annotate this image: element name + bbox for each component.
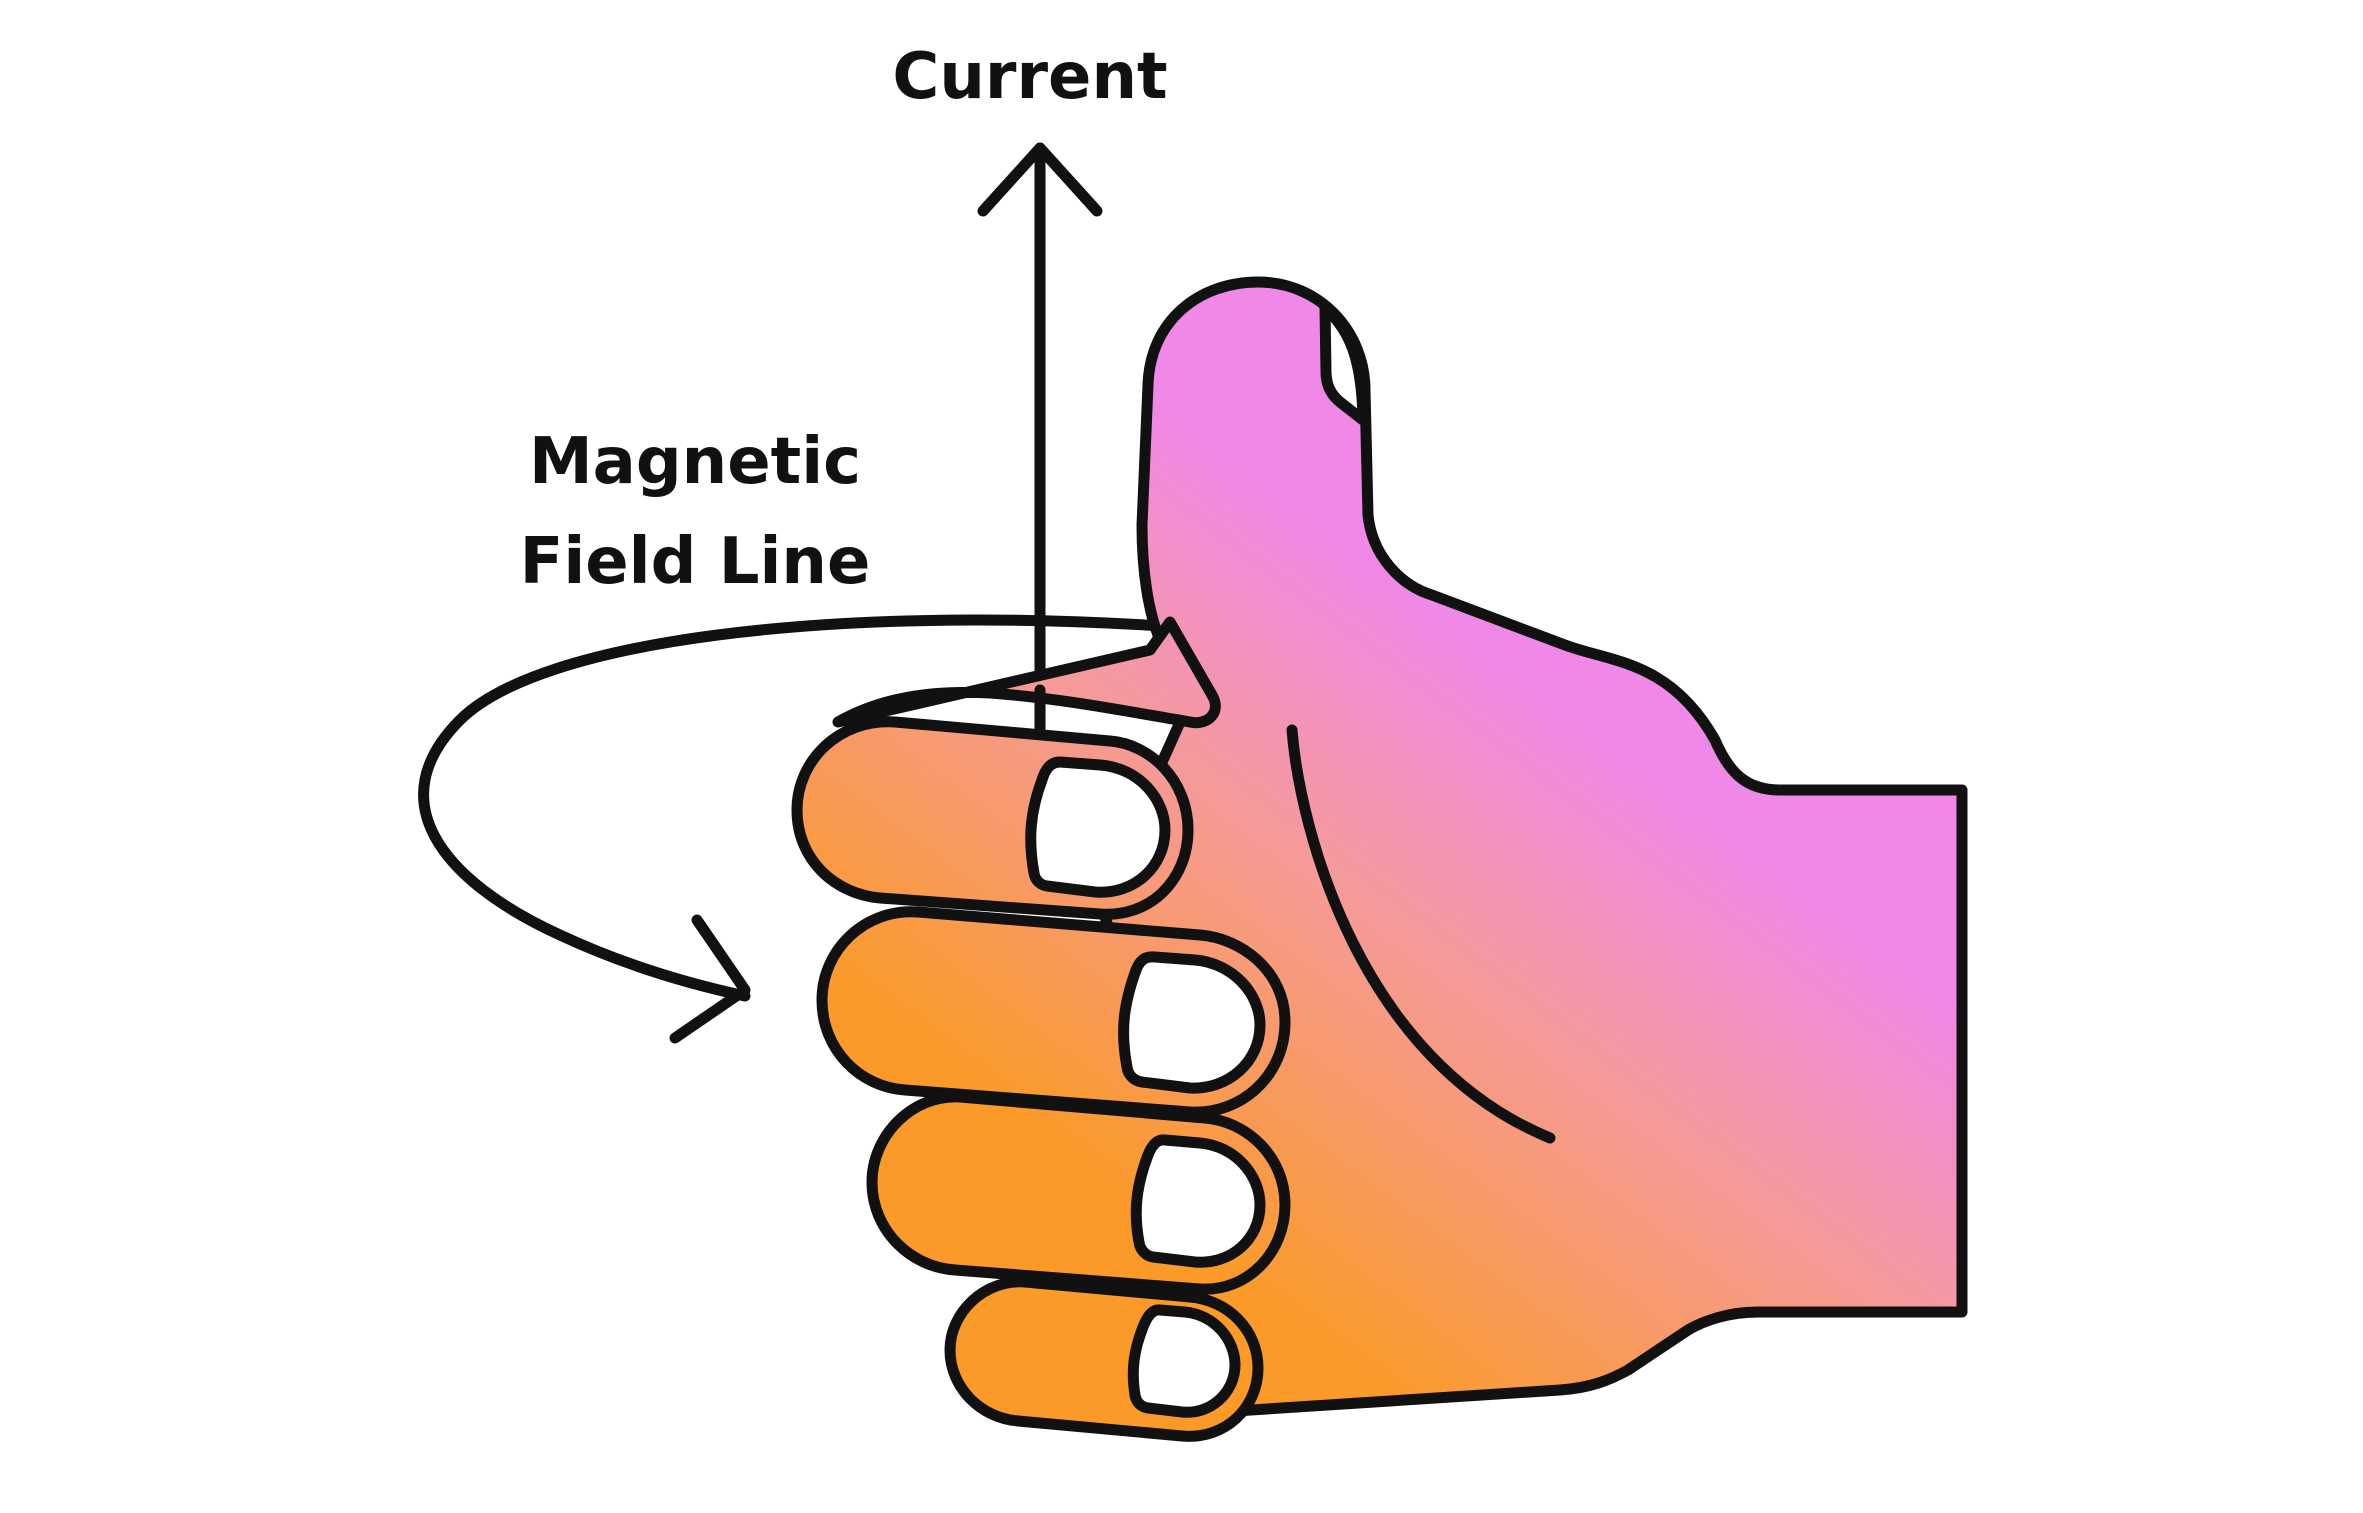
ring-finger-nail	[1136, 1140, 1260, 1262]
middle-finger-nail	[1124, 957, 1260, 1088]
pinky-finger-nail	[1133, 1310, 1235, 1412]
current-label: Current	[892, 40, 1167, 114]
index-finger-nail	[1031, 762, 1165, 892]
field-line-label-2: Field Line	[520, 525, 871, 599]
index-finger-top	[838, 622, 1215, 723]
field-line-label-1: Magnetic	[529, 425, 861, 499]
